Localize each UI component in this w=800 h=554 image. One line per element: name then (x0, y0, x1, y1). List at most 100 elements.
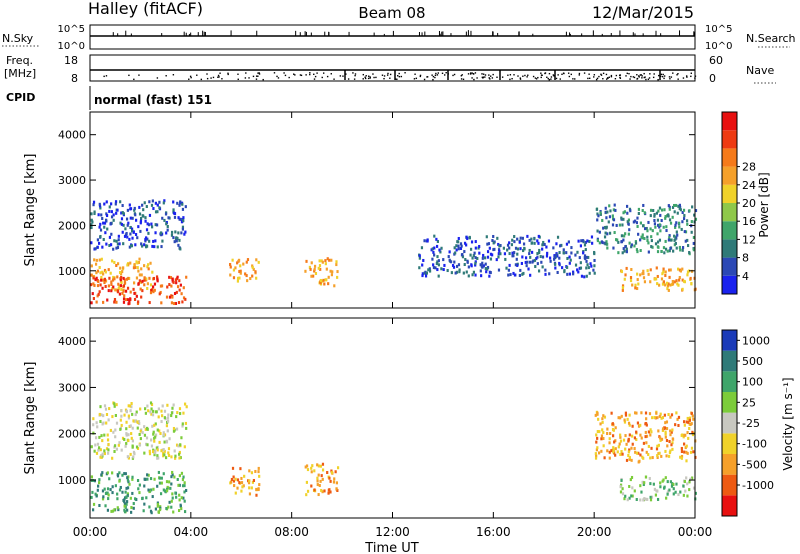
echo-cell (180, 496, 183, 500)
echo-cell (313, 469, 316, 473)
echo-cell (120, 211, 123, 215)
echo-cell (603, 235, 607, 239)
echo-cell (313, 488, 316, 492)
nave-dot (432, 75, 435, 78)
echo-cell (644, 430, 647, 434)
nave-dot (309, 72, 311, 74)
echo-cell (138, 432, 141, 436)
nave-dot (423, 78, 426, 81)
echo-cell (143, 264, 146, 268)
nave-dot (138, 74, 140, 76)
echo-cell (178, 217, 181, 221)
echo-cell (125, 231, 128, 235)
echo-cell (642, 456, 645, 460)
echo-cell (96, 425, 99, 429)
echo-cell (255, 258, 258, 262)
echo-cell (448, 250, 451, 254)
echo-cell (124, 472, 127, 476)
echo-cell (327, 275, 330, 279)
echo-cell (668, 440, 671, 444)
echo-cell (421, 263, 424, 267)
echo-cell (320, 259, 323, 263)
echo-cell (129, 207, 133, 211)
echo-cell (90, 223, 93, 227)
echo-cell (612, 208, 615, 212)
echo-cell (690, 282, 693, 286)
echo-cell (134, 497, 137, 501)
echo-cell (630, 475, 634, 479)
echo-cell (454, 251, 457, 255)
echo-cell (146, 222, 149, 226)
echo-cell (159, 505, 162, 509)
echo-cell (599, 211, 602, 215)
echo-cell (141, 279, 144, 283)
echo-cell (143, 407, 147, 411)
echo-cell (173, 475, 176, 479)
nave-dot (313, 73, 315, 76)
echo-cell (134, 243, 137, 247)
echo-cell (90, 226, 93, 230)
echo-cell (631, 434, 634, 438)
echo-cell (176, 201, 179, 205)
echo-cell (236, 279, 240, 283)
echo-cell (100, 275, 103, 279)
echo-cell (513, 251, 516, 255)
echo-cell (171, 496, 174, 500)
echo-cell (691, 414, 694, 418)
echo-cell (137, 282, 140, 286)
echo-cell (672, 487, 675, 491)
echo-cell (636, 250, 639, 254)
echo-cell (639, 484, 642, 488)
colorbar-swatch (722, 454, 737, 475)
echo-cell (598, 230, 601, 234)
echo-cell (436, 239, 439, 243)
echo-cell (674, 225, 677, 229)
echo-cell (613, 440, 616, 444)
echo-cell (309, 267, 312, 271)
echo-cell (92, 431, 95, 435)
echo-cell (258, 474, 261, 478)
nave-dot (608, 76, 610, 78)
echo-cell (160, 233, 163, 237)
echo-cell (132, 450, 136, 454)
echo-cell (138, 491, 141, 495)
echo-cell (646, 269, 649, 273)
echo-cell (153, 245, 156, 249)
echo-cell (126, 494, 129, 498)
echo-cell (608, 450, 611, 454)
echo-cell (620, 450, 623, 454)
echo-cell (185, 488, 188, 492)
echo-cell (514, 246, 518, 250)
echo-cell (544, 272, 547, 276)
echo-cell (122, 223, 125, 227)
echo-cell (178, 412, 182, 416)
nave-dot (398, 75, 401, 78)
echo-cell (99, 234, 102, 238)
echo-cell (116, 492, 119, 496)
echo-cell (537, 241, 540, 245)
echo-cell (336, 466, 340, 470)
echo-cell (684, 433, 687, 437)
echo-cell (173, 449, 176, 453)
echo-cell (656, 416, 659, 420)
echo-cell (601, 218, 604, 222)
echo-cell (107, 284, 110, 288)
echo-cell (459, 247, 463, 251)
echo-cell (122, 300, 126, 304)
nave-dot (469, 72, 472, 74)
echo-cell (642, 269, 645, 273)
echo-cell (149, 261, 152, 265)
echo-cell (183, 445, 186, 449)
echo-cell (630, 446, 633, 450)
echo-cell (145, 228, 149, 232)
echo-cell (659, 485, 662, 489)
echo-cell (313, 269, 316, 273)
echo-cell (112, 430, 115, 434)
freq-tick-bottom: 8 (71, 72, 78, 85)
echo-cell (651, 416, 654, 420)
echo-cell (105, 242, 108, 246)
echo-cell (102, 421, 105, 425)
colorbar-swatch (722, 221, 737, 240)
echo-cell (153, 288, 156, 292)
echo-cell (672, 249, 675, 253)
